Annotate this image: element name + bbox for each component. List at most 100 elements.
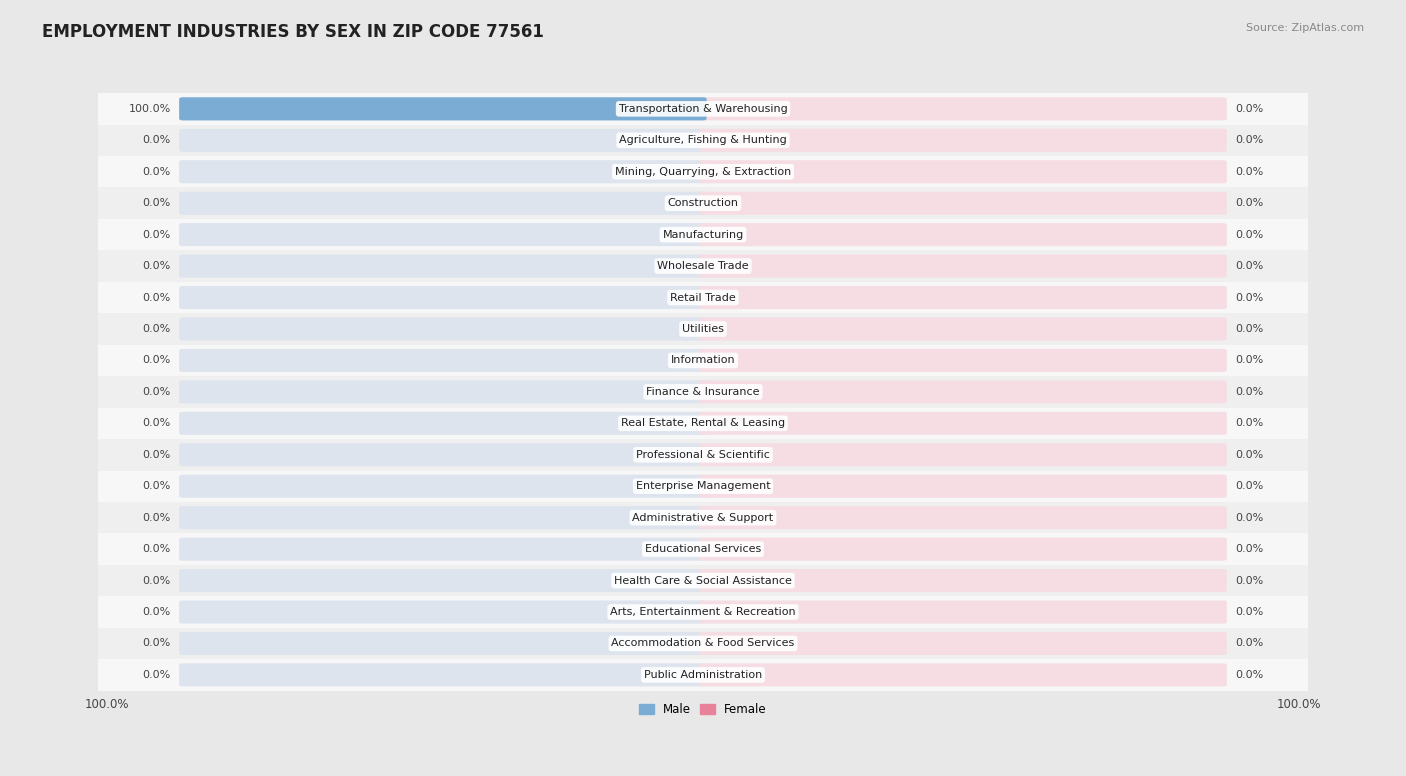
Text: Utilities: Utilities <box>682 324 724 334</box>
FancyBboxPatch shape <box>179 129 707 152</box>
Text: 0.0%: 0.0% <box>142 387 170 397</box>
FancyBboxPatch shape <box>699 475 1227 497</box>
Text: 0.0%: 0.0% <box>142 261 170 271</box>
FancyBboxPatch shape <box>179 223 707 246</box>
FancyBboxPatch shape <box>699 349 1227 372</box>
Bar <box>98 470 1308 502</box>
FancyBboxPatch shape <box>699 192 1227 215</box>
FancyBboxPatch shape <box>699 129 1227 152</box>
Text: 0.0%: 0.0% <box>142 355 170 365</box>
Text: 0.0%: 0.0% <box>142 324 170 334</box>
FancyBboxPatch shape <box>179 412 707 435</box>
Bar <box>98 282 1308 314</box>
Text: Health Care & Social Assistance: Health Care & Social Assistance <box>614 576 792 586</box>
Text: 0.0%: 0.0% <box>1236 450 1264 459</box>
Text: 0.0%: 0.0% <box>1236 261 1264 271</box>
Text: Manufacturing: Manufacturing <box>662 230 744 240</box>
FancyBboxPatch shape <box>699 223 1227 246</box>
Bar <box>98 345 1308 376</box>
FancyBboxPatch shape <box>179 538 707 561</box>
Bar <box>98 659 1308 691</box>
FancyBboxPatch shape <box>179 160 707 183</box>
FancyBboxPatch shape <box>179 506 707 529</box>
Text: 0.0%: 0.0% <box>1236 670 1264 680</box>
FancyBboxPatch shape <box>699 632 1227 655</box>
Text: Information: Information <box>671 355 735 365</box>
Text: Retail Trade: Retail Trade <box>671 293 735 303</box>
FancyBboxPatch shape <box>179 443 707 466</box>
Bar <box>98 596 1308 628</box>
FancyBboxPatch shape <box>179 97 707 120</box>
Text: 0.0%: 0.0% <box>1236 135 1264 145</box>
Text: 0.0%: 0.0% <box>1236 104 1264 114</box>
Bar <box>98 314 1308 345</box>
Text: 0.0%: 0.0% <box>142 670 170 680</box>
Text: Administrative & Support: Administrative & Support <box>633 513 773 523</box>
Text: Transportation & Warehousing: Transportation & Warehousing <box>619 104 787 114</box>
FancyBboxPatch shape <box>699 97 1227 120</box>
Text: 0.0%: 0.0% <box>1236 230 1264 240</box>
Bar <box>98 93 1308 125</box>
Text: 0.0%: 0.0% <box>1236 418 1264 428</box>
Text: 0.0%: 0.0% <box>1236 607 1264 617</box>
Text: 0.0%: 0.0% <box>1236 387 1264 397</box>
FancyBboxPatch shape <box>699 538 1227 561</box>
FancyBboxPatch shape <box>179 349 707 372</box>
Text: Agriculture, Fishing & Hunting: Agriculture, Fishing & Hunting <box>619 135 787 145</box>
FancyBboxPatch shape <box>179 569 707 592</box>
Bar <box>98 565 1308 596</box>
FancyBboxPatch shape <box>179 97 707 120</box>
FancyBboxPatch shape <box>699 412 1227 435</box>
Text: Educational Services: Educational Services <box>645 544 761 554</box>
Text: 0.0%: 0.0% <box>142 576 170 586</box>
FancyBboxPatch shape <box>179 380 707 404</box>
Text: 0.0%: 0.0% <box>142 198 170 208</box>
FancyBboxPatch shape <box>179 475 707 497</box>
FancyBboxPatch shape <box>699 506 1227 529</box>
FancyBboxPatch shape <box>699 380 1227 404</box>
Text: 0.0%: 0.0% <box>142 230 170 240</box>
FancyBboxPatch shape <box>179 192 707 215</box>
Text: Mining, Quarrying, & Extraction: Mining, Quarrying, & Extraction <box>614 167 792 177</box>
Text: 100.0%: 100.0% <box>128 104 170 114</box>
Text: Wholesale Trade: Wholesale Trade <box>657 261 749 271</box>
Text: Professional & Scientific: Professional & Scientific <box>636 450 770 459</box>
Text: 0.0%: 0.0% <box>142 513 170 523</box>
Text: 0.0%: 0.0% <box>1236 544 1264 554</box>
Text: 0.0%: 0.0% <box>142 481 170 491</box>
FancyBboxPatch shape <box>699 160 1227 183</box>
Text: 0.0%: 0.0% <box>142 293 170 303</box>
Bar <box>98 156 1308 188</box>
Text: Construction: Construction <box>668 198 738 208</box>
FancyBboxPatch shape <box>699 255 1227 278</box>
Text: 100.0%: 100.0% <box>1277 698 1322 712</box>
Text: 0.0%: 0.0% <box>142 418 170 428</box>
Text: Arts, Entertainment & Recreation: Arts, Entertainment & Recreation <box>610 607 796 617</box>
Text: Public Administration: Public Administration <box>644 670 762 680</box>
Text: Finance & Insurance: Finance & Insurance <box>647 387 759 397</box>
FancyBboxPatch shape <box>179 286 707 309</box>
Bar <box>98 502 1308 533</box>
Bar <box>98 251 1308 282</box>
Text: Enterprise Management: Enterprise Management <box>636 481 770 491</box>
Text: 0.0%: 0.0% <box>1236 513 1264 523</box>
FancyBboxPatch shape <box>699 286 1227 309</box>
Text: Accommodation & Food Services: Accommodation & Food Services <box>612 639 794 649</box>
Bar <box>98 125 1308 156</box>
FancyBboxPatch shape <box>179 601 707 624</box>
Legend: Male, Female: Male, Female <box>634 698 772 721</box>
FancyBboxPatch shape <box>699 601 1227 624</box>
Text: 0.0%: 0.0% <box>142 639 170 649</box>
Text: 0.0%: 0.0% <box>142 544 170 554</box>
FancyBboxPatch shape <box>699 569 1227 592</box>
Text: Real Estate, Rental & Leasing: Real Estate, Rental & Leasing <box>621 418 785 428</box>
Text: 0.0%: 0.0% <box>1236 293 1264 303</box>
Text: 0.0%: 0.0% <box>1236 576 1264 586</box>
FancyBboxPatch shape <box>179 255 707 278</box>
Text: EMPLOYMENT INDUSTRIES BY SEX IN ZIP CODE 77561: EMPLOYMENT INDUSTRIES BY SEX IN ZIP CODE… <box>42 23 544 41</box>
Bar <box>98 219 1308 251</box>
FancyBboxPatch shape <box>179 663 707 687</box>
Text: 0.0%: 0.0% <box>1236 481 1264 491</box>
Bar <box>98 376 1308 407</box>
Text: 0.0%: 0.0% <box>1236 324 1264 334</box>
